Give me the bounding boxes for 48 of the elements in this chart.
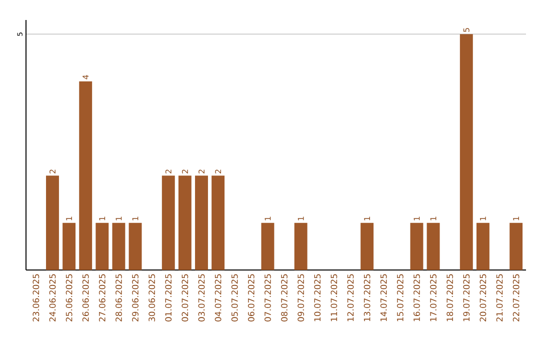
bar: [261, 222, 274, 270]
x-tick-label: 06.07.2025: [248, 274, 254, 322]
x-tick-label: 26.06.2025: [82, 274, 89, 322]
x-tick-label: 12.07.2025: [347, 274, 354, 322]
x-tick-label: 01.07.2025: [165, 274, 172, 322]
bar: [178, 176, 192, 270]
x-tick-label: 30.06.2025: [148, 274, 156, 322]
bar: [162, 176, 175, 270]
bar: [360, 222, 374, 270]
x-tick-label: 28.06.2025: [116, 274, 122, 322]
bar: [212, 176, 225, 270]
x-tick-label: 22.07.2025: [512, 274, 520, 322]
bar: [79, 81, 92, 270]
x-tick-label: 08.07.2025: [281, 274, 288, 322]
x-tick-label: 16.07.2025: [414, 274, 420, 322]
bar: [62, 222, 76, 270]
x-tick-label: 29.06.2025: [132, 274, 138, 322]
x-tick-label: 04.07.2025: [214, 274, 222, 322]
x-tick-label: 21.07.2025: [496, 274, 503, 322]
bar: [510, 222, 523, 270]
x-tick-label: 11.07.2025: [330, 274, 338, 322]
x-tick-label: 10.07.2025: [314, 274, 321, 322]
bar: [96, 222, 109, 270]
x-tick-label: 15.07.2025: [396, 274, 404, 322]
x-tick-label: 19.07.2025: [463, 274, 470, 322]
x-tick-label: 13.07.2025: [364, 274, 370, 322]
x-tick-label: 23.06.2025: [32, 274, 40, 322]
x-tick-label: 24.06.2025: [49, 274, 56, 322]
x-tick-label: 05.07.2025: [231, 274, 238, 322]
bar: [476, 222, 490, 270]
bar: [294, 222, 308, 270]
x-tick-label: 17.07.2025: [430, 274, 436, 322]
x-tick-label: 03.07.2025: [198, 274, 205, 322]
bar: [426, 222, 440, 270]
x-tick-label: 09.07.2025: [298, 274, 304, 322]
bar: [112, 222, 126, 270]
bar: [460, 34, 473, 270]
x-tick-label: 14.07.2025: [380, 274, 387, 322]
bar: [128, 222, 142, 270]
bar: [46, 176, 59, 270]
x-tick-label: 02.07.2025: [182, 274, 188, 322]
x-tick-label: 18.07.2025: [446, 274, 454, 322]
x-tick-label: 25.06.2025: [66, 274, 72, 322]
x-tick-label: 27.06.2025: [98, 274, 106, 322]
bar: [410, 222, 424, 270]
x-tick-label: 20.07.2025: [480, 274, 486, 322]
bar: [195, 176, 208, 270]
x-tick-label: 07.07.2025: [264, 274, 271, 322]
